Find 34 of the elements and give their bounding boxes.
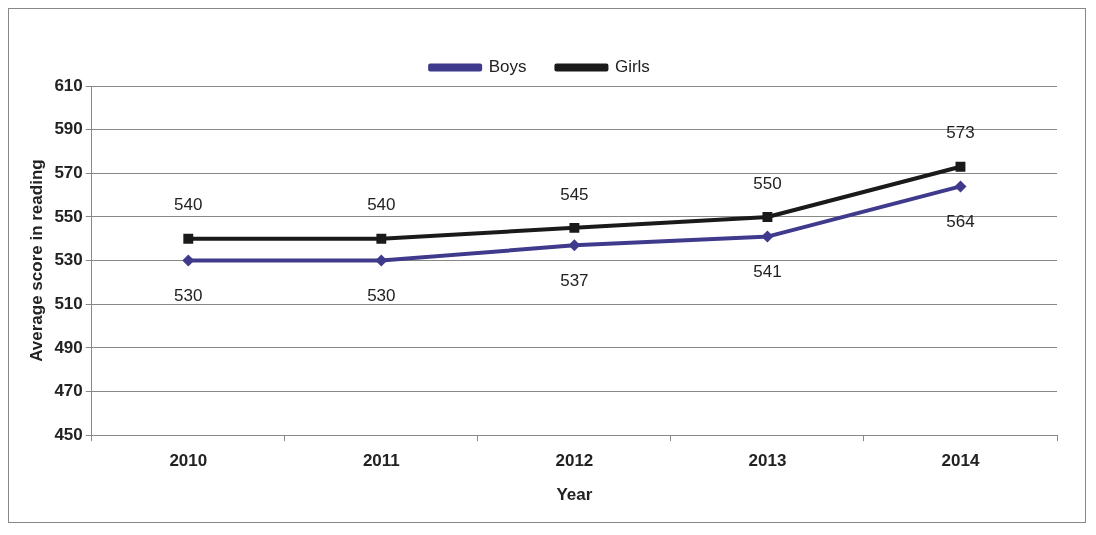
point [954, 180, 967, 193]
data-label: 540 [367, 195, 396, 215]
y-tick-label: 610 [54, 75, 83, 95]
y-tick-label: 510 [54, 293, 83, 313]
data-label: 545 [560, 184, 589, 204]
x-tick-label: 2011 [362, 451, 400, 471]
x-tick-label: 2012 [555, 451, 594, 471]
point [183, 233, 194, 244]
y-tick-label: 470 [54, 381, 83, 401]
data-label: 573 [946, 123, 975, 143]
point [569, 222, 580, 233]
data-label: 530 [174, 286, 203, 306]
x-tick-label: 2010 [169, 451, 208, 471]
x-tick-label: 2014 [941, 451, 980, 471]
data-label: 530 [367, 286, 396, 306]
y-tick-label: 590 [54, 119, 83, 139]
x-axis-title: Year [556, 485, 593, 505]
data-label: 564 [946, 212, 975, 232]
legend-label: Girls [614, 57, 650, 77]
point [955, 161, 966, 172]
y-tick-label: 570 [54, 162, 83, 182]
data-label: 537 [560, 271, 589, 291]
point [376, 233, 387, 244]
y-tick-label: 530 [54, 250, 83, 270]
y-tick-label: 550 [54, 206, 83, 226]
point [762, 212, 773, 222]
x-tick-label: 2013 [748, 451, 787, 471]
data-label: 540 [174, 195, 203, 215]
data-label: 550 [753, 173, 782, 193]
y-tick-label: 450 [54, 424, 83, 444]
y-tick-label: 490 [54, 337, 83, 357]
y-axis-title: Average score in reading [26, 159, 46, 362]
data-label: 541 [753, 262, 782, 282]
legend-label: Boys [488, 57, 527, 77]
